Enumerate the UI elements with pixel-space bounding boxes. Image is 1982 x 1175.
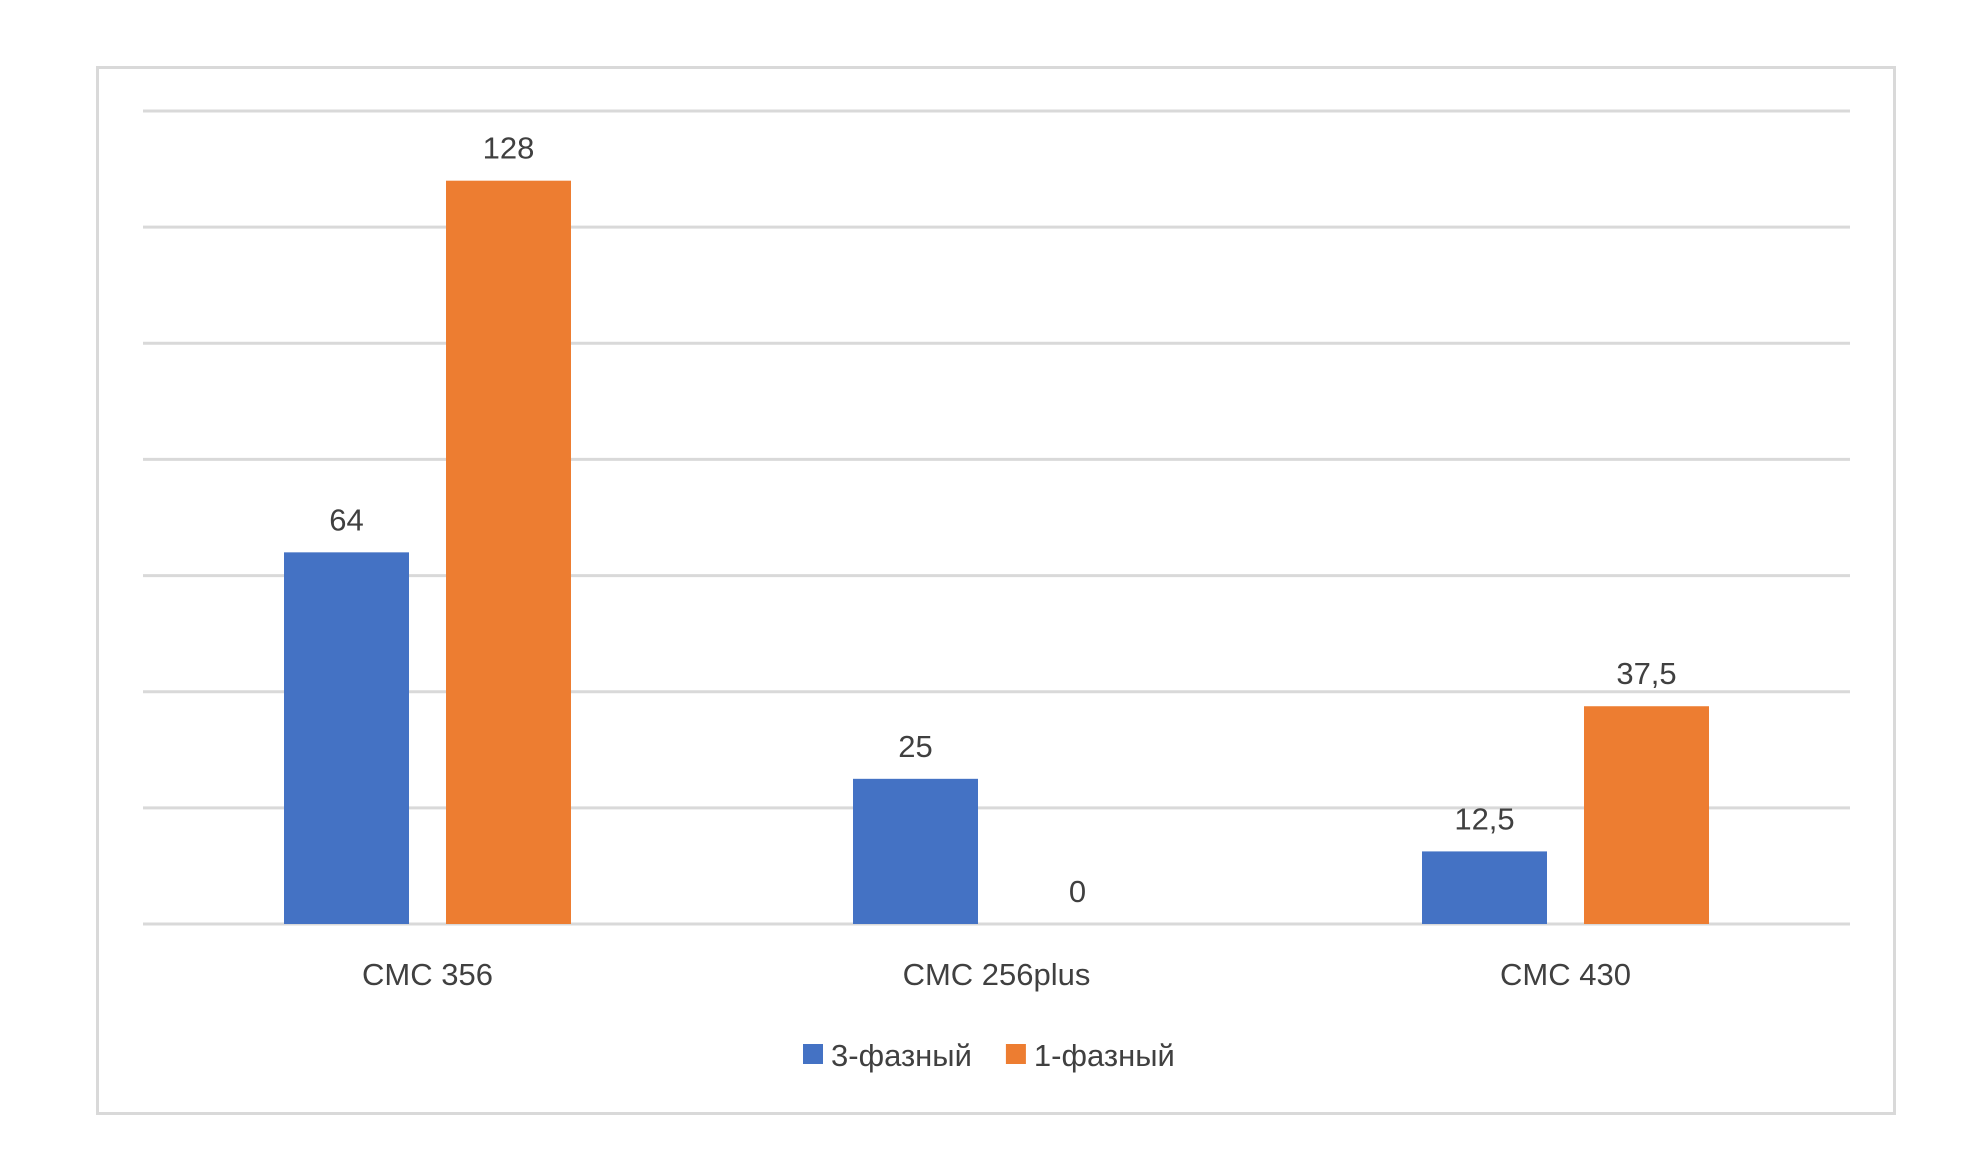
legend-label: 3-фазный [831, 1038, 972, 1073]
bar-1phase [1584, 706, 1709, 924]
data-label: 37,5 [1616, 656, 1676, 691]
bar-3phase [1422, 851, 1547, 924]
data-label: 64 [329, 502, 363, 537]
bar-3phase [853, 778, 978, 924]
legend-label: 1-фазный [1034, 1038, 1175, 1073]
bar-3phase [284, 552, 409, 924]
data-label: 12,5 [1454, 801, 1514, 836]
data-label: 25 [898, 729, 932, 764]
bar-1phase [446, 180, 571, 924]
legend-swatch-0 [803, 1044, 823, 1064]
data-label: 128 [483, 131, 535, 166]
data-label: 0 [1069, 874, 1086, 909]
x-tick-label: CMC 256plus [903, 957, 1091, 992]
x-tick-label: CMC 356 [362, 957, 493, 992]
chart-frame [96, 66, 1896, 1115]
legend-swatch-1 [1005, 1044, 1026, 1064]
x-tick-label: CMC 430 [1500, 957, 1631, 992]
